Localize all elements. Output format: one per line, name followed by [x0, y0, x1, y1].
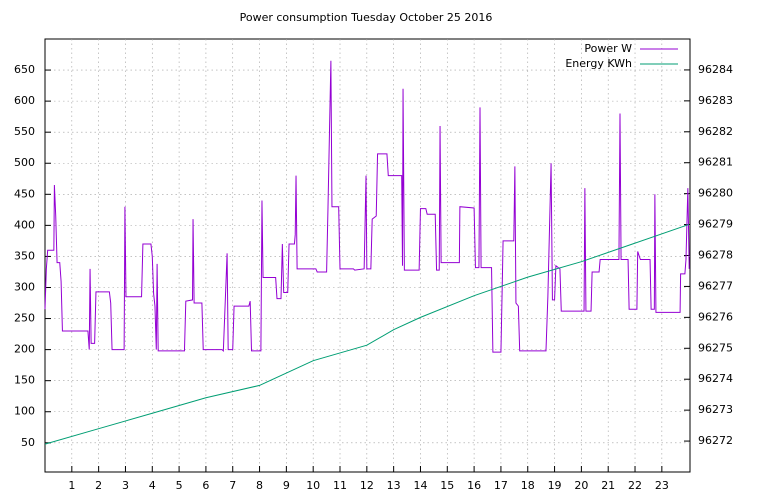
- x-tick-label: 5: [176, 479, 183, 492]
- y2-tick-label: 96278: [698, 249, 733, 262]
- y-tick-label: 650: [14, 63, 35, 76]
- y2-tick-label: 96281: [698, 156, 733, 169]
- y2-tick-label: 96273: [698, 403, 733, 416]
- x-tick-label: 13: [387, 479, 401, 492]
- y-tick-label: 200: [14, 343, 35, 356]
- x-tick-label: 14: [413, 479, 427, 492]
- y2-tick-label: 96284: [698, 63, 733, 76]
- y2-tick-label: 96275: [698, 341, 733, 354]
- x-tick-label: 16: [467, 479, 481, 492]
- x-tick-label: 6: [202, 479, 209, 492]
- chart-title: Power consumption Tuesday October 25 201…: [240, 11, 493, 24]
- y2-tick-label: 96272: [698, 434, 733, 447]
- x-tick-label: 22: [628, 479, 642, 492]
- x-tick-label: 10: [306, 479, 320, 492]
- y2-tick-label: 96280: [698, 187, 733, 200]
- x-tick-label: 3: [122, 479, 129, 492]
- x-tick-label: 21: [601, 479, 615, 492]
- y2-tick-label: 96282: [698, 125, 733, 138]
- x-tick-label: 20: [574, 479, 588, 492]
- series-line: [44, 60, 690, 353]
- y2-tick-label: 96274: [698, 372, 733, 385]
- y2-tick-label: 96283: [698, 94, 733, 107]
- plot-frame: [44, 38, 691, 473]
- x-tick-label: 17: [494, 479, 508, 492]
- x-tick-label: 12: [360, 479, 374, 492]
- x-tick-label: 11: [333, 479, 347, 492]
- y2-tick-label: 96279: [698, 218, 733, 231]
- legend-label: Power W: [584, 42, 632, 55]
- y2-tick-label: 96276: [698, 310, 733, 323]
- y-tick-label: 50: [21, 436, 35, 449]
- y-tick-label: 300: [14, 280, 35, 293]
- x-tick-label: 2: [95, 479, 102, 492]
- y-tick-label: 150: [14, 374, 35, 387]
- y-tick-label: 550: [14, 125, 35, 138]
- x-tick-label: 7: [229, 479, 236, 492]
- y-tick-label: 500: [14, 156, 35, 169]
- x-tick-label: 18: [521, 479, 535, 492]
- series-line: [44, 224, 689, 445]
- x-tick-label: 1: [68, 479, 75, 492]
- x-tick-label: 4: [149, 479, 156, 492]
- y-tick-label: 100: [14, 405, 35, 418]
- x-tick-label: 15: [440, 479, 454, 492]
- y2-tick-label: 96277: [698, 279, 733, 292]
- x-tick-label: 8: [256, 479, 263, 492]
- y-tick-label: 350: [14, 249, 35, 262]
- x-tick-label: 23: [655, 479, 669, 492]
- y-tick-label: 600: [14, 94, 35, 107]
- legend-label: Energy KWh: [565, 57, 632, 70]
- x-tick-label: 9: [283, 479, 290, 492]
- y-tick-label: 250: [14, 312, 35, 325]
- y-tick-label: 400: [14, 218, 35, 231]
- y-tick-label: 450: [14, 187, 35, 200]
- x-tick-label: 19: [548, 479, 562, 492]
